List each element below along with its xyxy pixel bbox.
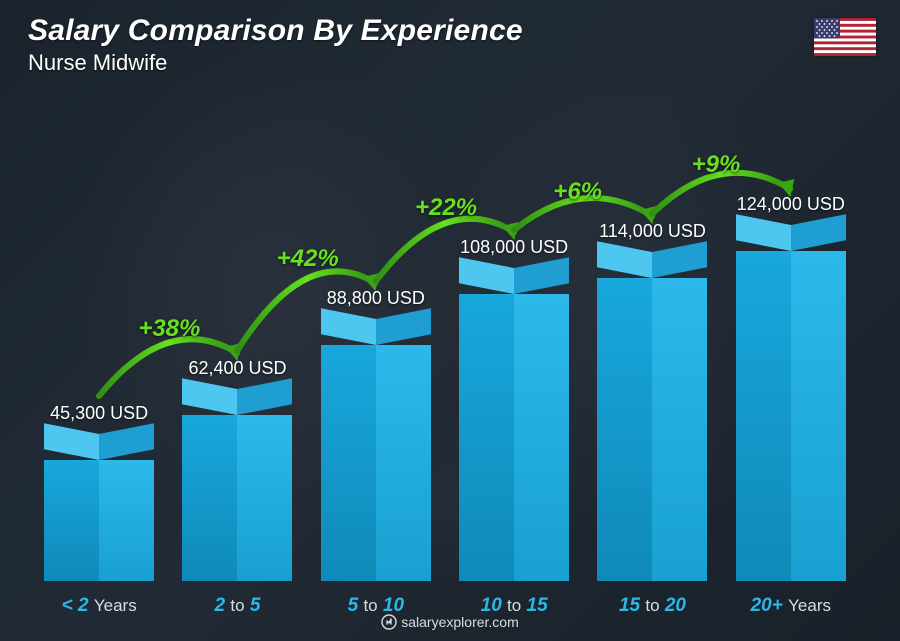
bar bbox=[182, 389, 292, 581]
bar bbox=[597, 252, 707, 581]
bar-column: 62,400 USD2 to 5 bbox=[168, 101, 306, 581]
page-subtitle: Nurse Midwife bbox=[28, 50, 523, 76]
bar-value-label: 108,000 USD bbox=[460, 237, 568, 258]
header: Salary Comparison By Experience Nurse Mi… bbox=[28, 14, 523, 76]
bar bbox=[459, 268, 569, 581]
bar-value-label: 114,000 USD bbox=[599, 221, 706, 242]
bar-column: 45,300 USD< 2 Years bbox=[30, 101, 168, 581]
bar-value-label: 124,000 USD bbox=[737, 194, 845, 215]
salaryexplorer-logo-icon bbox=[381, 614, 397, 633]
bar-column: 108,000 USD10 to 15 bbox=[445, 101, 583, 581]
footer: salaryexplorer.com bbox=[0, 614, 900, 633]
bar-value-label: 62,400 USD bbox=[188, 358, 286, 379]
footer-text: salaryexplorer.com bbox=[401, 614, 519, 630]
bar bbox=[44, 434, 154, 581]
salary-bar-chart: 45,300 USD< 2 Years62,400 USD2 to 588,80… bbox=[30, 101, 860, 581]
page-title: Salary Comparison By Experience bbox=[28, 14, 523, 48]
bar-value-label: 45,300 USD bbox=[50, 403, 148, 424]
bar-column: 124,000 USD20+ Years bbox=[722, 101, 860, 581]
bar-value-label: 88,800 USD bbox=[327, 288, 425, 309]
bar-column: 88,800 USD5 to 10 bbox=[307, 101, 445, 581]
us-flag-icon bbox=[814, 18, 876, 56]
bar-column: 114,000 USD15 to 20 bbox=[583, 101, 721, 581]
bar bbox=[736, 225, 846, 581]
bar bbox=[321, 319, 431, 581]
